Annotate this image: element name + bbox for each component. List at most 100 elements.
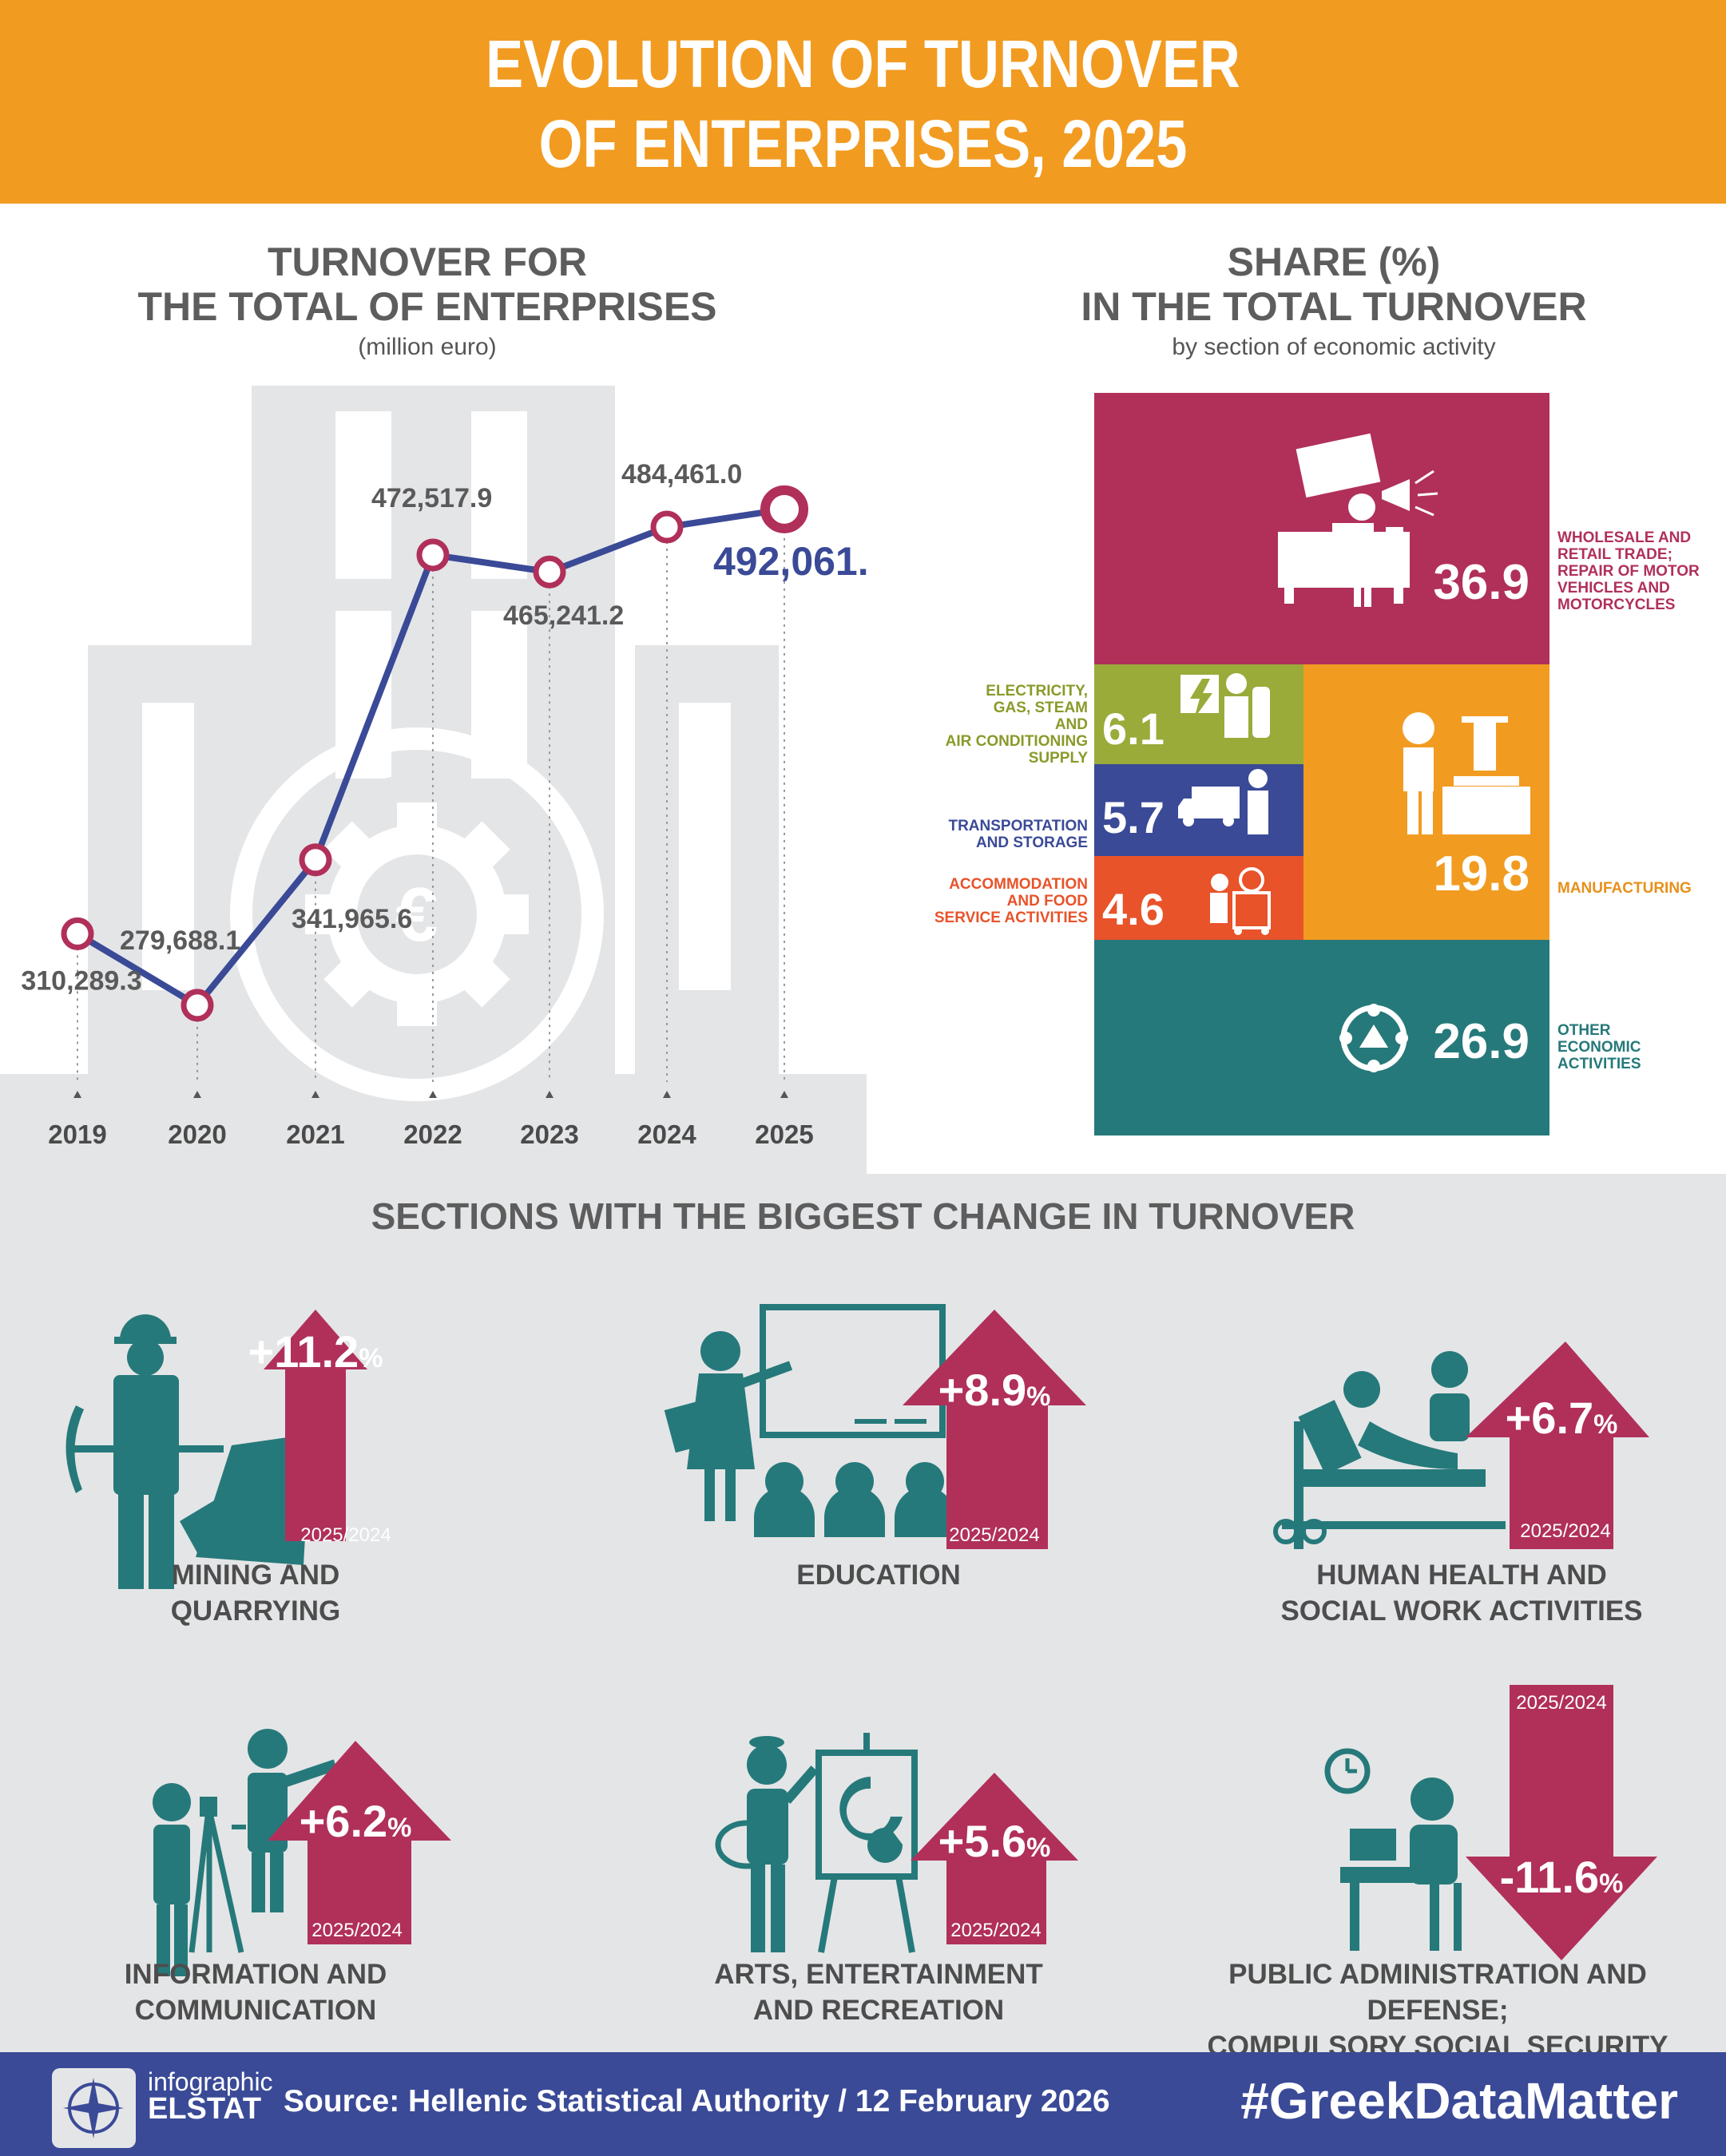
change-value-0: +11.2% — [248, 1326, 383, 1377]
footer-bar: infographic ELSTAT Source: Hellenic Stat… — [0, 2052, 1726, 2156]
period-label-4: 2025/2024 — [950, 1920, 1041, 1941]
turnover-value-labels: 310,289.3 279,688.1 341,965.6 472,517.9 465,… — [21, 459, 867, 996]
point-2023 — [533, 555, 566, 589]
wholesale-block — [1094, 393, 1549, 664]
change-arrows — [264, 1310, 1657, 1960]
year-label-2023: 2023 — [520, 1120, 578, 1149]
elstat-logo-text: infographic ELSTAT — [148, 2067, 273, 2126]
value-label-2023: 465,241.2 — [503, 600, 624, 631]
period-label-5: 2025/2024 — [1516, 1692, 1606, 1714]
point-2021 — [299, 843, 332, 877]
turnover-unit: (million euro) — [358, 334, 497, 360]
manufacturing-label: MANUFACTURING — [1557, 880, 1692, 897]
value-label-2025: 492,061.7 — [713, 539, 867, 584]
painter-icon — [715, 1733, 918, 1953]
value-label-2019: 310,289.3 — [21, 965, 141, 996]
wholesale-label: WHOLESALE AND RETAIL TRADE; REPAIR OF MOT… — [1557, 529, 1700, 613]
miner-icon — [65, 1314, 308, 1589]
transport-value: 5.7 — [1102, 792, 1165, 842]
page-title-line1: EVOLUTION OF TURNOVER — [486, 26, 1240, 101]
office-worker-icon — [1324, 1748, 1462, 1951]
shopkeeper-icon — [1278, 433, 1410, 607]
arrow-up-arts — [911, 1773, 1078, 1944]
point-2022 — [416, 538, 450, 572]
waiter-trolley-icon — [1210, 867, 1271, 935]
period-label-3: 2025/2024 — [311, 1920, 402, 1941]
tick-mark-2021 — [311, 1091, 319, 1098]
value-label-2022: 472,517.9 — [371, 483, 492, 513]
change-icons: +11.2% 2025/2024 +8.9% 2025/2024 +6.7% 2025/2… — [65, 1304, 1657, 1976]
period-label-1: 2025/2024 — [949, 1524, 1039, 1546]
point-2020 — [181, 989, 214, 1022]
year-label-2024: 2024 — [637, 1120, 696, 1149]
section-label-1: EDUCATION — [796, 1560, 961, 1591]
page-title-line2: OF ENTERPRISES, 2025 — [538, 106, 1188, 181]
turnover-line-chart: € 310,289.3 279,688.1 341,965.6 472,517.9 46… — [21, 386, 867, 1149]
tick-mark-2019 — [73, 1091, 81, 1098]
section-label-2: HUMAN HEALTH AND SOCIAL WORK ACTIVITIES — [1280, 1560, 1643, 1627]
point-2019 — [61, 917, 94, 950]
change-value-2: +6.7% — [1506, 1393, 1618, 1443]
change-value-1: +8.9% — [938, 1365, 1051, 1415]
circular-arrows-icon — [1339, 1004, 1408, 1072]
year-dropdown-lines — [77, 509, 785, 1082]
period-label-0: 2025/2024 — [300, 1524, 391, 1546]
arrow-up-education — [903, 1310, 1086, 1549]
tick-mark-2022 — [429, 1091, 437, 1098]
arrow-down-public — [1466, 1685, 1657, 1960]
change-value-5: -11.6% — [1500, 1852, 1624, 1902]
other-value: 26.9 — [1433, 1014, 1530, 1069]
hashtag: #GreekDataMatter — [1240, 2072, 1678, 2130]
other-block — [1094, 940, 1549, 1135]
year-label-2022: 2022 — [403, 1120, 462, 1149]
value-label-2024: 484,461.0 — [621, 459, 742, 489]
share-subtitle: by section of economic activity — [1172, 334, 1496, 360]
truck-icon — [1178, 769, 1268, 834]
header-banner: EVOLUTION OF TURNOVER OF ENTERPRISES, 20… — [0, 0, 1726, 204]
electricity-value: 6.1 — [1102, 703, 1165, 754]
change-values: +11.2% 2025/2024 +8.9% 2025/2024 +6.7% 2025/2… — [248, 1326, 1624, 1941]
other-label: OTHER ECONOMIC ACTIVITIES — [1557, 1022, 1641, 1072]
section-label-5: PUBLIC ADMINISTRATION AND DEFENSE; COMPUL… — [1207, 1959, 1668, 2062]
value-label-2021: 341,965.6 — [292, 904, 412, 934]
share-title: SHARE (%) IN THE TOTAL TURNOVER — [1081, 240, 1587, 329]
electricity-label: ELECTRICITY, GAS, STEAM AND AIR CONDITIONI… — [945, 683, 1088, 767]
turnover-title: TURNOVER FOR THE TOTAL OF ENTERPRISES — [137, 240, 717, 329]
tick-mark-2020 — [193, 1091, 201, 1098]
accommodation-label: ACCOMMODATION AND FOOD SERVICE ACTIVITIES — [934, 876, 1088, 926]
tick-mark-2023 — [546, 1091, 554, 1098]
section-label-0: MINING AND QUARRYING — [170, 1560, 341, 1627]
value-label-2020: 279,688.1 — [120, 925, 240, 956]
year-label-2020: 2020 — [168, 1120, 226, 1149]
elstat-logo-icon — [52, 2068, 136, 2148]
period-label-2: 2025/2024 — [1520, 1520, 1610, 1542]
year-axis: 2019 2020 2021 2022 2023 2024 2025 — [48, 1091, 814, 1149]
change-value-3: +6.2% — [300, 1796, 412, 1846]
point-2025 — [760, 485, 808, 533]
turnover-points — [61, 485, 808, 1022]
transport-label: TRANSPORTATION AND STORAGE — [948, 818, 1088, 851]
source-text: Source: Hellenic Statistical Authority /… — [284, 2084, 1110, 2118]
factory-worker-icon — [1403, 712, 1530, 834]
teacher-icon — [664, 1304, 955, 1537]
changes-title: SECTIONS WITH THE BIGGEST CHANGE IN TURN… — [371, 1195, 1355, 1237]
tick-mark-2025 — [780, 1091, 788, 1098]
section-label-4: ARTS, ENTERTAINMENT AND RECREATION — [714, 1959, 1043, 2026]
surveyor-icon — [153, 1729, 338, 1976]
euro-icon: € — [395, 872, 438, 957]
year-label-2021: 2021 — [286, 1120, 344, 1149]
arrow-up-health — [1466, 1342, 1649, 1549]
hospital-bed-icon — [1273, 1351, 1506, 1549]
arrow-up-mining — [264, 1310, 367, 1541]
arrow-up-ict — [268, 1741, 451, 1944]
manufacturing-value: 19.8 — [1433, 846, 1530, 902]
tick-mark-2024 — [663, 1091, 671, 1098]
accommodation-value: 4.6 — [1102, 884, 1165, 934]
share-treemap: 36.9 6.1 5.7 4.6 19.8 26.9 — [1094, 393, 1549, 1135]
megaphone-rays — [1415, 470, 1438, 517]
change-value-4: +5.6% — [938, 1816, 1051, 1866]
electricity-worker-icon — [1180, 673, 1270, 738]
point-2024 — [650, 510, 684, 544]
year-label-2025: 2025 — [755, 1120, 813, 1149]
section-label-3: INFORMATION AND COMMUNICATION — [124, 1959, 387, 2026]
